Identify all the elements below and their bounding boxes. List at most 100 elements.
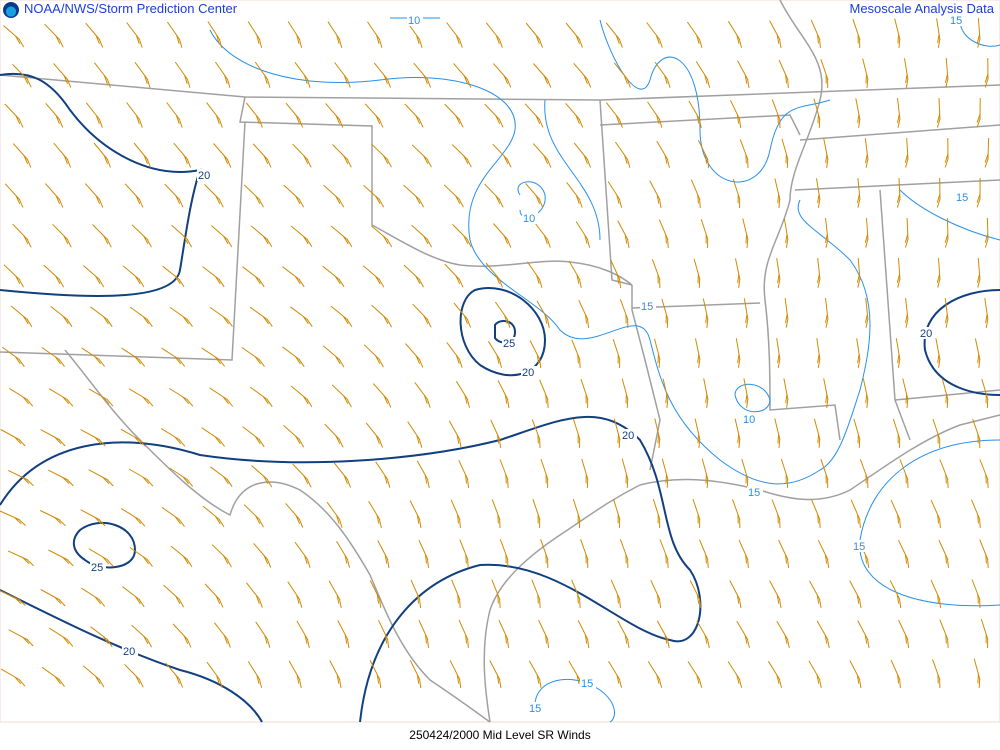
wind-barb: [7, 469, 34, 487]
wind-barb-stroke: [452, 224, 472, 248]
wind-barb-stroke: [202, 266, 225, 288]
wind-barb-stroke: [245, 102, 263, 128]
wind-barb-stroke: [820, 459, 829, 489]
wind-barb: [0, 590, 26, 607]
wind-barb: [856, 178, 861, 208]
wind-barb-stroke: [94, 62, 111, 88]
wind-barb: [892, 418, 901, 448]
wind-barb: [48, 549, 74, 567]
wind-barb: [771, 99, 781, 129]
wind-barb-stroke: [455, 381, 470, 408]
wind-barb: [539, 379, 549, 409]
wind-barb-stroke: [294, 62, 311, 88]
wind-barb: [444, 103, 464, 128]
wind-barb-stroke: [128, 468, 154, 487]
wind-barb: [121, 347, 146, 367]
wind-barb-stroke: [944, 137, 949, 168]
wind-barb: [499, 459, 509, 489]
wind-barb-stroke: [134, 62, 151, 88]
wind-barb-stroke: [575, 221, 591, 248]
wind-barb-stroke: [243, 184, 264, 208]
wind-barb: [88, 548, 114, 567]
wind-barb: [129, 306, 153, 327]
wind-barb: [370, 225, 393, 248]
wind-barb-stroke: [173, 142, 192, 168]
wind-barb-stroke: [40, 429, 66, 447]
wind-barb: [905, 298, 909, 328]
wind-barb: [0, 510, 26, 526]
wind-barb-stroke: [294, 541, 311, 568]
wind-barb: [605, 22, 623, 48]
wind-barb-stroke: [904, 58, 909, 88]
wind-barb: [652, 498, 661, 529]
wind-barb: [890, 659, 901, 689]
wind-barb: [171, 224, 193, 248]
wind-barb-stroke: [285, 102, 304, 128]
contour-label-bg: [640, 300, 656, 312]
wind-barb: [688, 100, 702, 129]
wind-barb: [369, 580, 382, 608]
wind-barb: [526, 261, 543, 288]
wind-barb: [974, 338, 981, 368]
wind-barb: [378, 619, 390, 648]
contour-label-bg: [949, 14, 965, 26]
wind-barb-stroke: [411, 224, 433, 248]
wind-barb: [255, 621, 271, 648]
wind-barb: [40, 589, 66, 607]
wind-barb: [120, 428, 146, 447]
wind-barb-stroke: [254, 61, 271, 88]
wind-barb: [164, 183, 184, 208]
contour-label: 10: [743, 414, 755, 426]
wind-barb: [902, 378, 909, 408]
wind-barb-stroke: [932, 659, 941, 689]
wind-barb-stroke: [661, 298, 669, 328]
wind-barb: [494, 301, 511, 328]
wind-barb: [810, 19, 821, 49]
wind-barb: [971, 499, 981, 529]
wind-barb-stroke: [328, 580, 342, 608]
wind-barb: [816, 338, 821, 368]
wind-barb-stroke: [743, 378, 749, 408]
wind-barb-stroke: [7, 550, 34, 567]
wind-barb: [617, 220, 630, 248]
wind-barb-stroke: [50, 306, 73, 328]
wind-barb-stroke: [368, 500, 382, 528]
wind-barb-stroke: [287, 581, 303, 608]
wind-barb: [124, 664, 144, 688]
wind-barb: [92, 224, 112, 248]
wind-barb-stroke: [621, 378, 629, 408]
wind-barb: [849, 580, 862, 608]
wind-barb: [416, 460, 430, 488]
wind-barb-stroke: [365, 422, 383, 448]
wind-barb-stroke: [577, 620, 590, 648]
wind-barb-stroke: [10, 305, 33, 328]
wind-barb-stroke: [613, 62, 631, 88]
wind-barb: [122, 265, 145, 288]
wind-barb-stroke: [409, 500, 422, 528]
wind-barb-stroke: [767, 661, 782, 688]
wind-barb: [979, 539, 989, 569]
wind-barb: [984, 57, 989, 88]
wind-barb-stroke: [687, 661, 703, 688]
wind-barb-stroke: [606, 102, 623, 128]
wind-barb-stroke: [209, 387, 234, 407]
wind-barb-stroke: [701, 458, 709, 488]
wind-barb: [613, 498, 621, 528]
wind-barb: [533, 63, 552, 88]
wind-barb-stroke: [0, 668, 26, 687]
wind-barb: [290, 385, 313, 408]
wind-barb-stroke: [448, 420, 462, 448]
wind-barb: [572, 498, 581, 529]
contour-15-south: [534, 678, 615, 723]
wind-barb-stroke: [418, 539, 429, 568]
wind-barb: [816, 620, 830, 648]
wind-barb: [0, 668, 26, 687]
wind-barb: [249, 306, 273, 327]
wind-barb: [973, 658, 981, 688]
wind-barb-stroke: [459, 539, 469, 569]
wind-barb: [9, 387, 34, 407]
wind-barb: [857, 620, 870, 648]
wind-barb: [702, 298, 709, 328]
wind-barb-stroke: [122, 586, 145, 608]
wind-barb-stroke: [939, 459, 949, 489]
